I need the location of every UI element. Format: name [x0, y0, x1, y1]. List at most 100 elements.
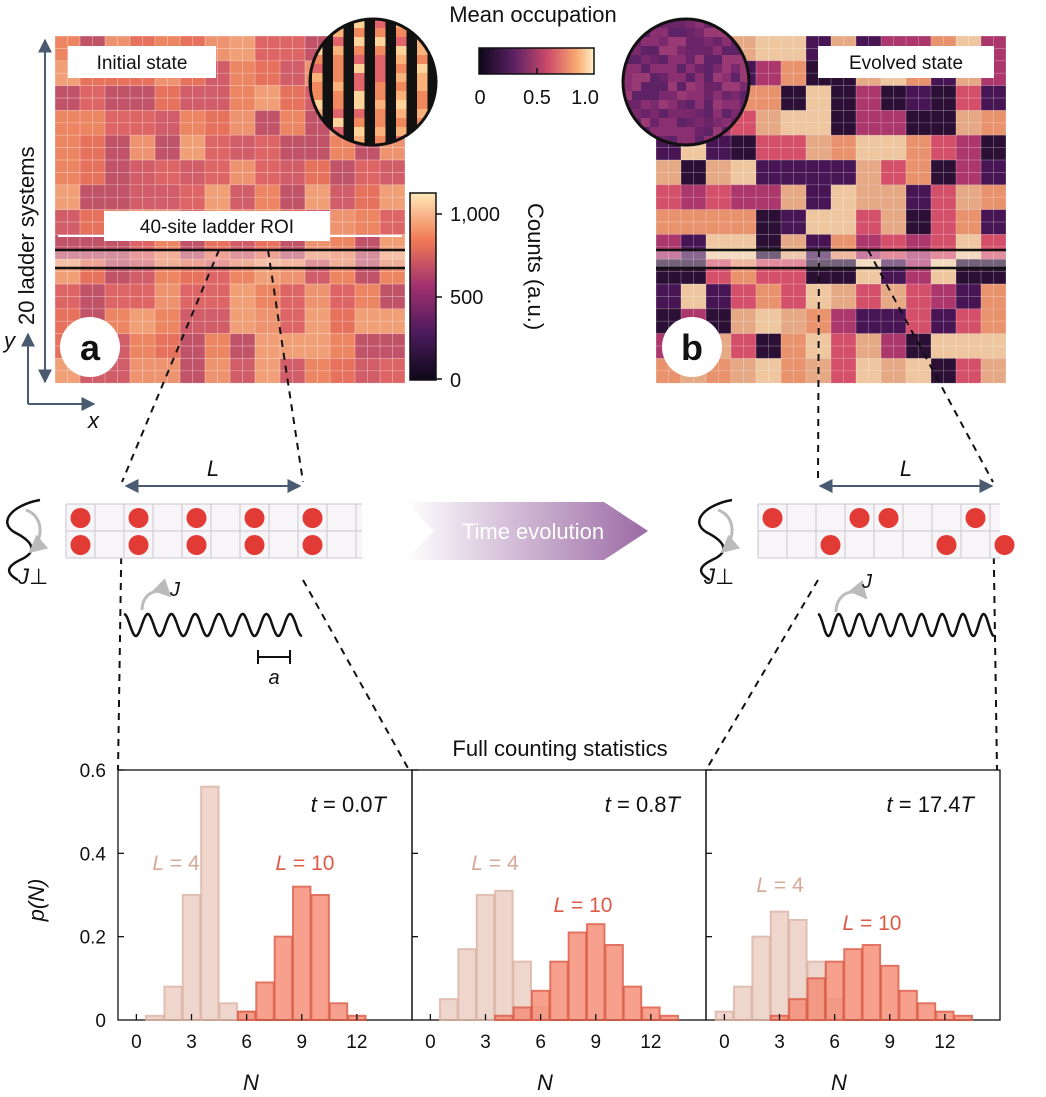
roi-band-a [55, 250, 405, 268]
occ-tick-0: 0 [474, 87, 485, 109]
j-label-left: J [169, 579, 181, 601]
bar-l10 [255, 981, 275, 1021]
bar-l10 [567, 931, 588, 1021]
bar-l10 [310, 894, 330, 1021]
panel-b-badge-letter: b [681, 327, 703, 368]
bar-l4 [457, 948, 477, 1022]
length-label-left: L [207, 456, 219, 481]
y-tick-label: 0 [95, 1011, 106, 1032]
x-tick-label: 6 [535, 1032, 546, 1053]
series-label-l4: L = 4 [756, 874, 804, 897]
atom [186, 508, 207, 528]
panel-a-badge-letter: a [80, 327, 101, 368]
atom [820, 535, 841, 555]
y-axis-title: p(N) [24, 879, 49, 923]
y-axis-title-text: p(N) [24, 879, 49, 923]
time-label: t = 0.0T [311, 792, 388, 817]
spacing-label: a [268, 667, 279, 689]
atom [244, 508, 265, 528]
bar-l4 [200, 785, 220, 1022]
atom [244, 535, 265, 555]
bar-l4 [769, 910, 790, 1022]
j-label-right: J [861, 571, 873, 593]
atom [849, 508, 870, 528]
panel-a-badge [60, 317, 120, 377]
length-label-right: L [900, 456, 912, 481]
bar-l4 [475, 894, 496, 1021]
bar-l10 [806, 977, 826, 1021]
chart-panel-2: 0 3 6 9 12 t = 17.4T L = 4 L = 10 N [705, 769, 1001, 1095]
x-tick-label: 9 [590, 1032, 601, 1053]
atom [70, 508, 91, 528]
chart-title: Full counting statistics [452, 736, 667, 761]
time-evolution-arrow [405, 502, 648, 560]
tunnel-arrow-left [140, 578, 172, 611]
ladder-left: L J⊥ J a [6, 456, 362, 689]
x-tick-label: 12 [640, 1032, 661, 1053]
x-tick-label: 6 [829, 1032, 840, 1053]
x-tick-label: 0 [719, 1032, 730, 1053]
atom [878, 508, 899, 528]
atom [186, 535, 207, 555]
series-label-l10: L = 10 [843, 912, 902, 935]
j-perp-right: J⊥ [703, 564, 734, 589]
inset-a-border [308, 17, 438, 147]
tunnel-arrow-right [834, 579, 868, 613]
bar-l10 [328, 1002, 349, 1021]
initial-state-label: Initial state [97, 53, 188, 74]
panel-a: Initial state 40-site ladder ROI a [54, 17, 438, 384]
atom [128, 535, 149, 555]
atom [70, 535, 91, 555]
bar-l10 [953, 1014, 973, 1021]
series-label-l4: L = 4 [471, 852, 519, 875]
panel-b-badge [662, 317, 722, 377]
x-axis-label: x [87, 408, 100, 433]
ladder-right: L J⊥ J [698, 456, 1015, 638]
x-tick-label: 3 [774, 1032, 785, 1053]
bar-l10 [659, 1014, 679, 1021]
bar-l10 [549, 960, 569, 1022]
image-grid-b [655, 35, 1007, 384]
bar-l4 [145, 1014, 165, 1021]
atom [965, 508, 986, 528]
bar-l4 [181, 894, 202, 1021]
evolved-state-label-box [818, 46, 994, 78]
occ-tick-05: 0.5 [523, 87, 551, 109]
roi-label-box [104, 211, 330, 241]
panel-b: Evolved state b [621, 17, 1007, 384]
roi-band-b [656, 250, 1006, 268]
counts-tick-500: 500 [450, 287, 483, 309]
x-tick-label: 9 [296, 1032, 307, 1053]
bar-l10 [916, 1002, 937, 1021]
mean-occupation-inset-b [623, 19, 749, 145]
evolved-state-label: Evolved state [849, 53, 963, 74]
inset-b-border [621, 17, 751, 147]
perp-tunnel-arrow-right [717, 508, 741, 554]
bar-l10 [512, 1006, 532, 1021]
chart-panel-0: 0 3 6 9 12 t = 0.0T L = 4 L = 10 N [117, 769, 413, 1095]
x-tick-label: 12 [346, 1032, 367, 1053]
bar-l4 [751, 935, 771, 1022]
y-tick-label: 0.4 [80, 844, 107, 865]
bar-l10 [898, 989, 918, 1021]
lattice-potential-right [817, 612, 995, 638]
bar-l10 [586, 923, 606, 1022]
bar-l4 [733, 985, 753, 1022]
x-axis-title: N [537, 1070, 553, 1095]
bar-l10 [292, 885, 312, 1022]
x-tick-label: 6 [241, 1032, 252, 1053]
roi-label: 40-site ladder ROI [140, 217, 294, 238]
atom [128, 508, 149, 528]
atom [936, 535, 957, 555]
bar-l10 [273, 935, 294, 1022]
bar-l10 [604, 944, 624, 1021]
time-label: t = 17.4T [887, 792, 976, 817]
mean-occupation-inset-a [310, 19, 436, 145]
x-tick-label: 9 [884, 1032, 895, 1053]
bar-l10 [824, 960, 845, 1022]
x-axis-title: N [831, 1070, 847, 1095]
x-tick-label: 12 [934, 1032, 955, 1053]
atom [762, 508, 783, 528]
counts-tick-1000: 1,000 [450, 204, 500, 226]
